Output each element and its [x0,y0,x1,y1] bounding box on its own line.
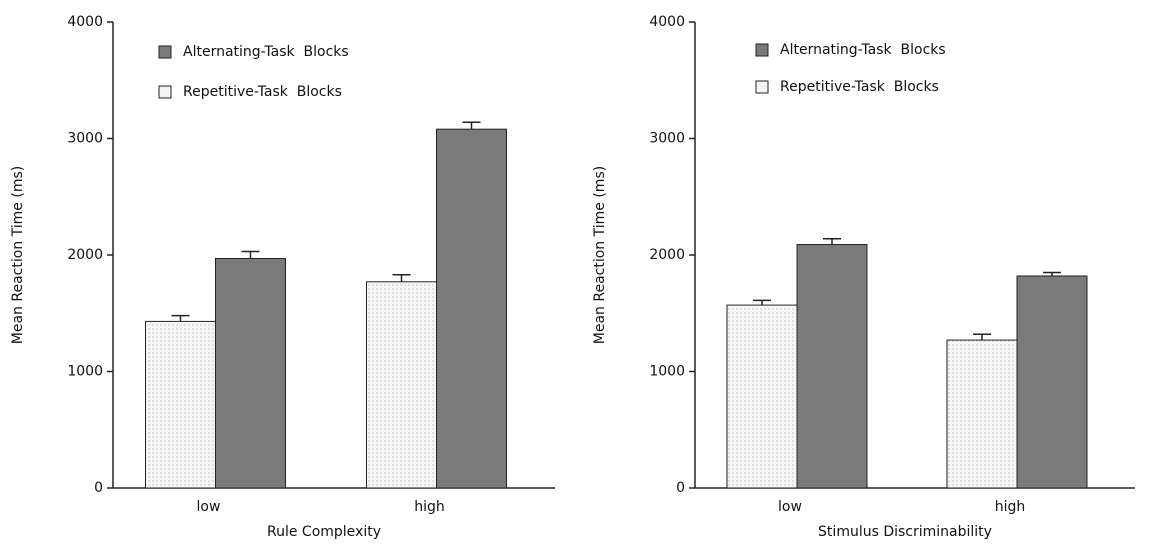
bar [1016,275,1088,489]
x-axis-label: Rule Complexity [267,524,381,540]
y-tick-label: 1000 [649,364,685,380]
legend-label: Repetitive-Task Blocks [780,79,939,95]
x-tick-label: low [197,499,221,515]
y-tick-label: 3000 [67,131,103,147]
y-tick-label: 0 [94,480,103,496]
bar [796,244,868,489]
x-tick-label: low [778,499,802,515]
error-bar [753,299,771,306]
legend-label: Alternating-Task Blocks [183,44,349,60]
bar [145,320,216,489]
y-tick-label: 2000 [67,247,103,263]
legend-swatch [158,45,172,59]
y-tick-label: 2000 [649,247,685,263]
bar [366,281,437,489]
bar [946,339,1018,489]
error-bar [462,121,481,130]
x-axis-label: Stimulus Discriminability [818,524,992,540]
legend-label: Alternating-Task Blocks [780,42,946,58]
error-bar [171,314,190,322]
error-bar [1043,271,1061,276]
y-tick-label: 4000 [649,14,685,30]
error-bar [973,333,991,341]
x-tick-label: high [414,499,445,515]
legend-label: Repetitive-Task Blocks [183,84,342,100]
y-tick-label: 1000 [67,364,103,380]
bar [436,128,507,489]
error-bar [392,274,411,282]
bar [215,257,286,489]
legend-swatch [755,80,769,94]
error-bar [241,250,260,259]
y-tick-label: 4000 [67,14,103,30]
legend-swatch [158,85,172,99]
y-tick-label: 3000 [649,131,685,147]
error-bar [823,237,841,245]
x-tick-label: high [995,499,1026,515]
y-tick-label: 0 [676,480,685,496]
legend-swatch [755,43,769,57]
y-axis-label: Mean Reaction Time (ms) [10,166,26,344]
y-axis-label: Mean Reaction Time (ms) [592,166,608,344]
bar [726,304,798,489]
